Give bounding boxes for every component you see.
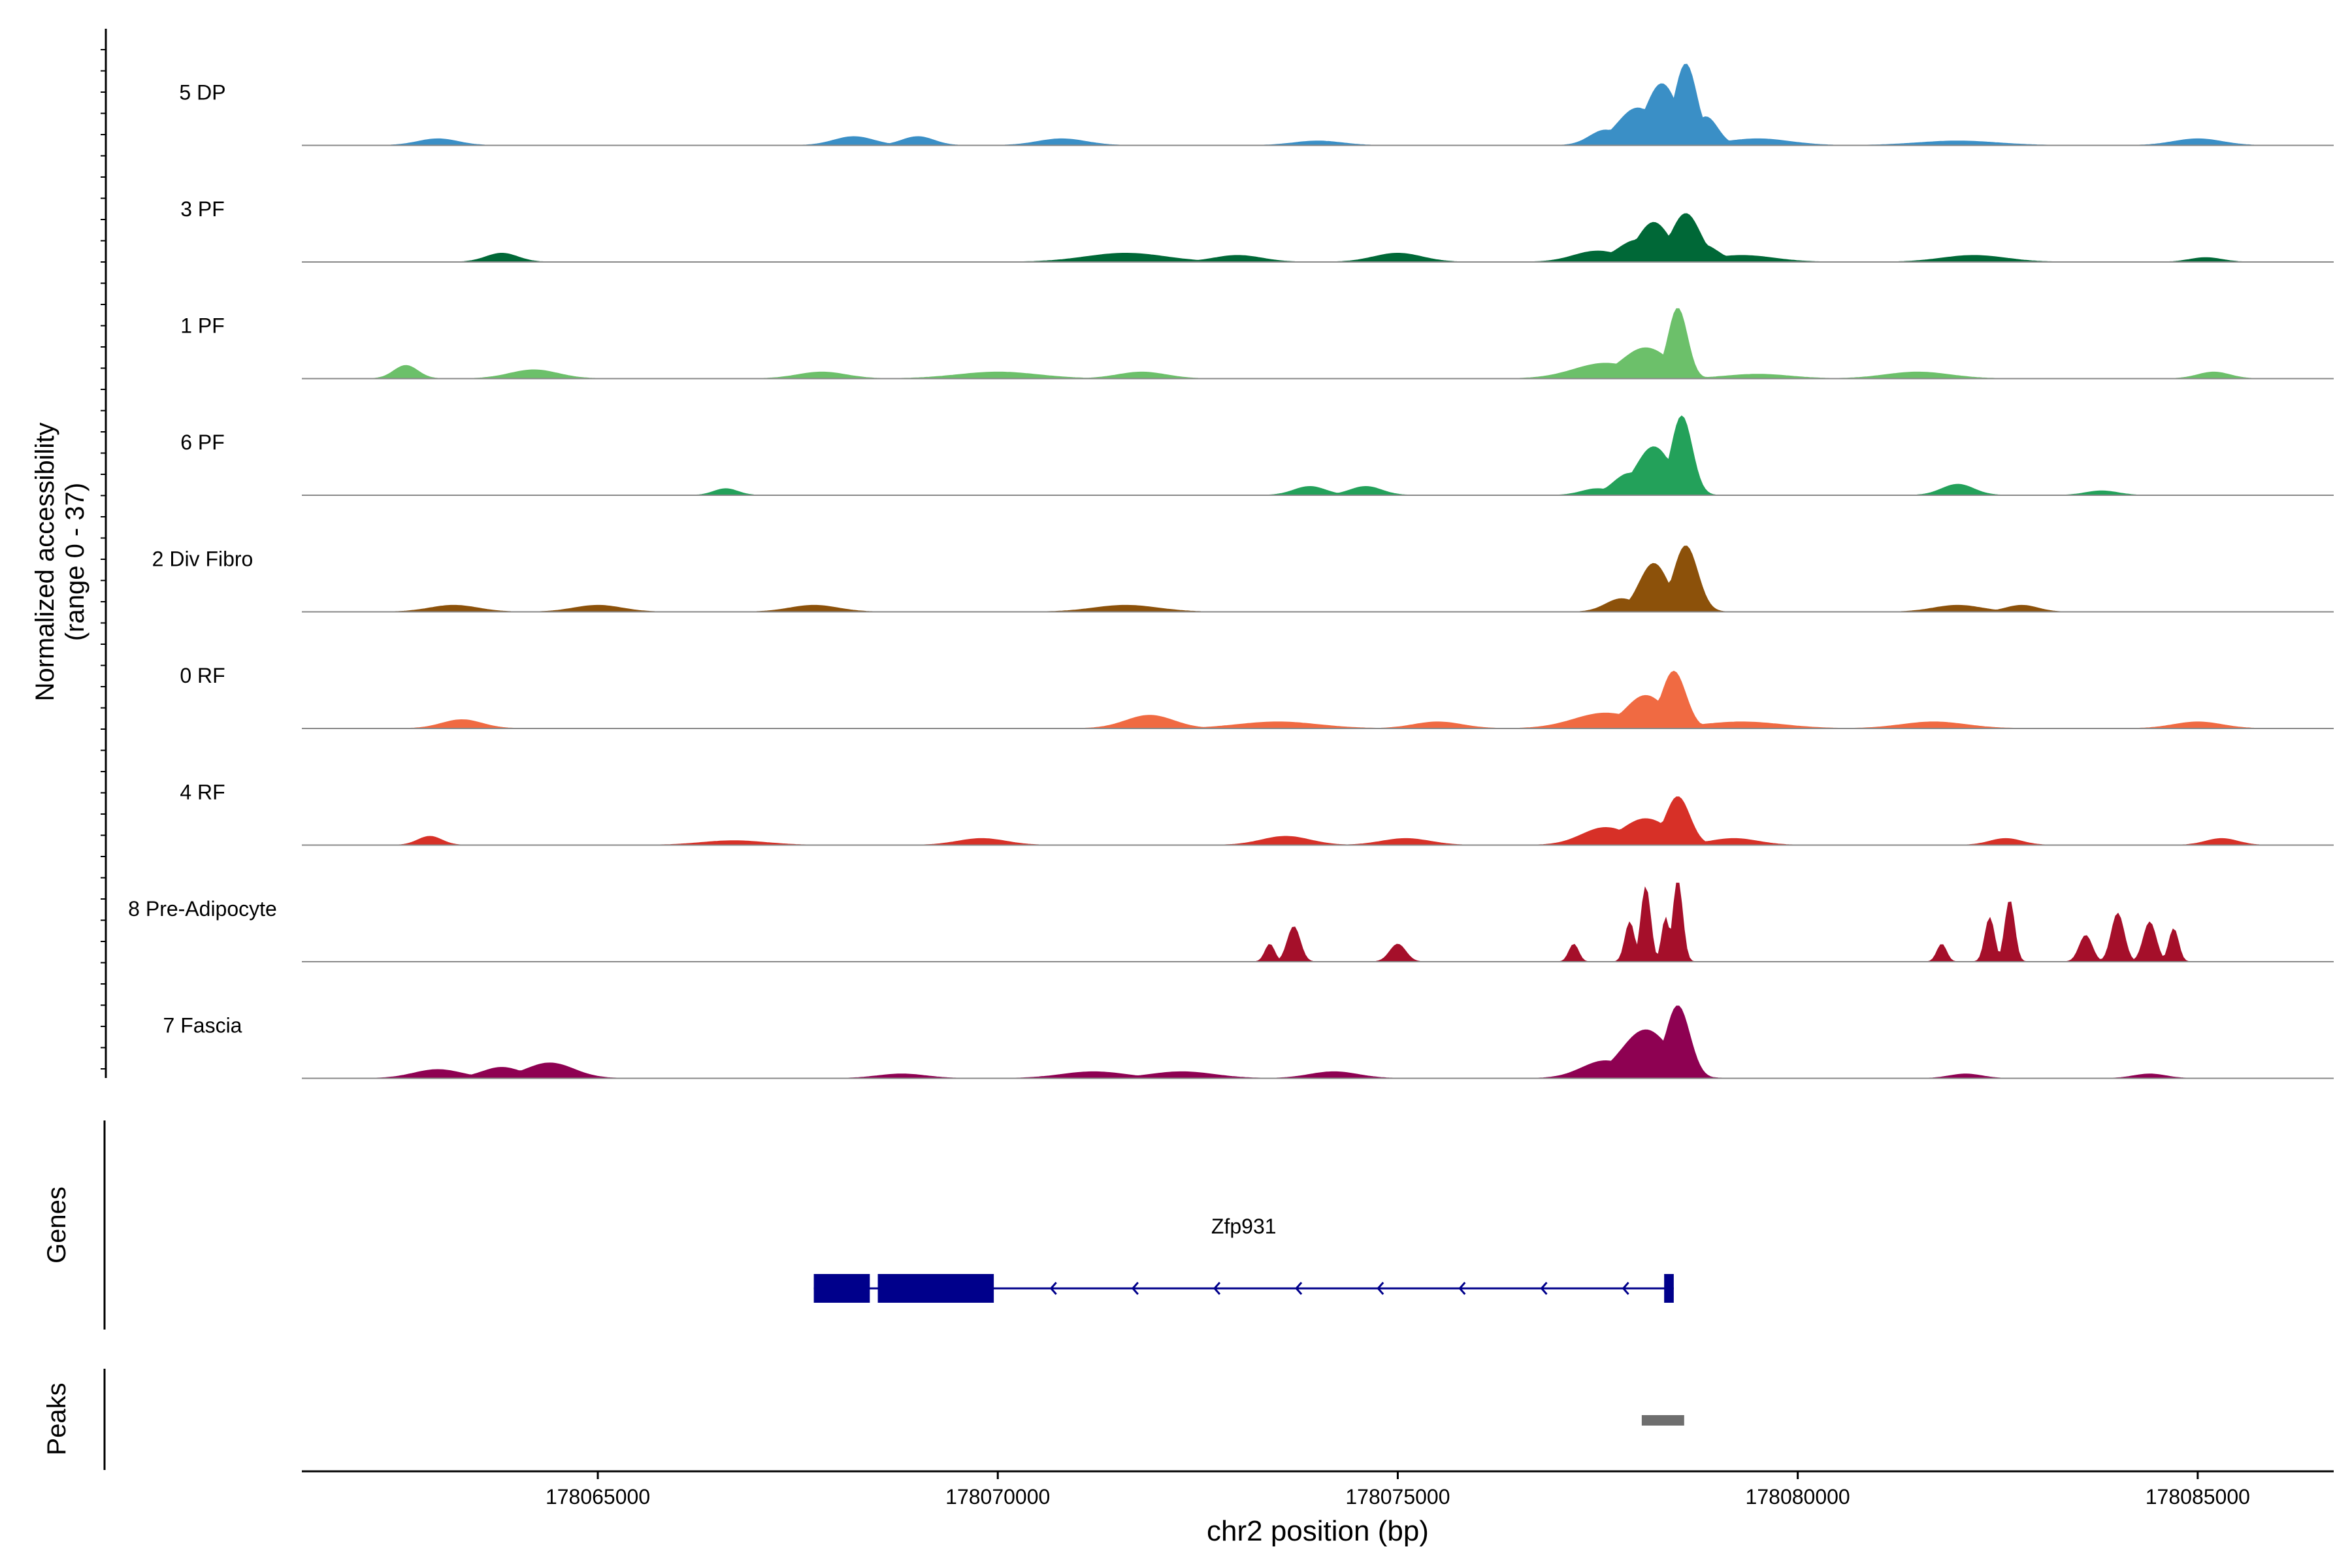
strand-chevron [1377,1282,1384,1295]
x-axis-ticks: 178065000 178070000 178075000 178080000 1780… [546,1471,2250,1509]
x-tick-label: 178070000 [945,1485,1050,1509]
coverage-area [302,213,2334,263]
x-tick-label: 178065000 [546,1485,650,1509]
track-label: 8 Pre-Adipocyte [128,897,277,921]
strand-chevron [1049,1282,1057,1295]
track-0-rf: 0 RF [180,664,2334,729]
coverage-area [302,670,2334,729]
y-axis-title: Normalized accessibility [31,423,59,702]
strand-chevron [1295,1282,1303,1295]
gene-model: Zfp931 [813,1215,1674,1303]
track-6-pf: 6 PF [180,415,2334,496]
track-1-pf: 1 PF [180,308,2334,380]
strand-chevron [1622,1282,1629,1295]
track-label: 4 RF [180,781,225,804]
coverage-area [302,415,2334,496]
track-label: 6 PF [180,431,225,454]
x-tick-label: 178080000 [1746,1485,1850,1509]
track-label: 3 PF [180,197,225,221]
coverage-area [302,882,2334,962]
coverage-y-ticks [101,49,106,1070]
x-axis-title: chr2 position (bp) [1207,1515,1429,1547]
track-label: 0 RF [180,664,225,687]
peak-regions [1641,1415,1684,1426]
x-tick-label: 178075000 [1345,1485,1450,1509]
coverage-tracks: 5 DP 3 PF 1 PF 6 PF 2 Div Fibro 0 RF 4 RF 8 Pre… [128,63,2334,1079]
strand-chevron [1131,1282,1139,1295]
peak-region [1641,1415,1684,1426]
coverage-area [302,796,2334,845]
track-5-dp: 5 DP [179,63,2334,146]
track-4-rf: 4 RF [180,781,2334,846]
genes-label: Genes [42,1186,71,1264]
track-label: 1 PF [180,314,225,338]
x-tick-label: 178085000 [2146,1485,2250,1509]
gene-exon [1664,1274,1674,1303]
track-2-div-fibro: 2 Div Fibro [152,546,2334,613]
peaks-label: Peaks [42,1382,71,1455]
strand-chevron [1540,1282,1548,1295]
coverage-area [302,546,2334,612]
gene-exon [877,1274,994,1303]
y-axis-range: (range 0 - 37) [61,483,90,641]
gene-name-label: Zfp931 [1211,1215,1277,1238]
track-8-pre-adipocyte: 8 Pre-Adipocyte [128,882,2334,962]
strand-chevron [1213,1282,1221,1295]
strand-chevron [1458,1282,1466,1295]
track-label: 7 Fascia [163,1014,242,1037]
coverage-area [302,308,2334,379]
track-label: 2 Div Fibro [152,547,253,571]
coverage-area [302,1005,2334,1079]
track-label: 5 DP [179,81,225,105]
gene-exon [813,1274,870,1303]
coverage-area [302,63,2334,146]
track-3-pf: 3 PF [180,197,2334,263]
track-7-fascia: 7 Fascia [163,1005,2334,1079]
